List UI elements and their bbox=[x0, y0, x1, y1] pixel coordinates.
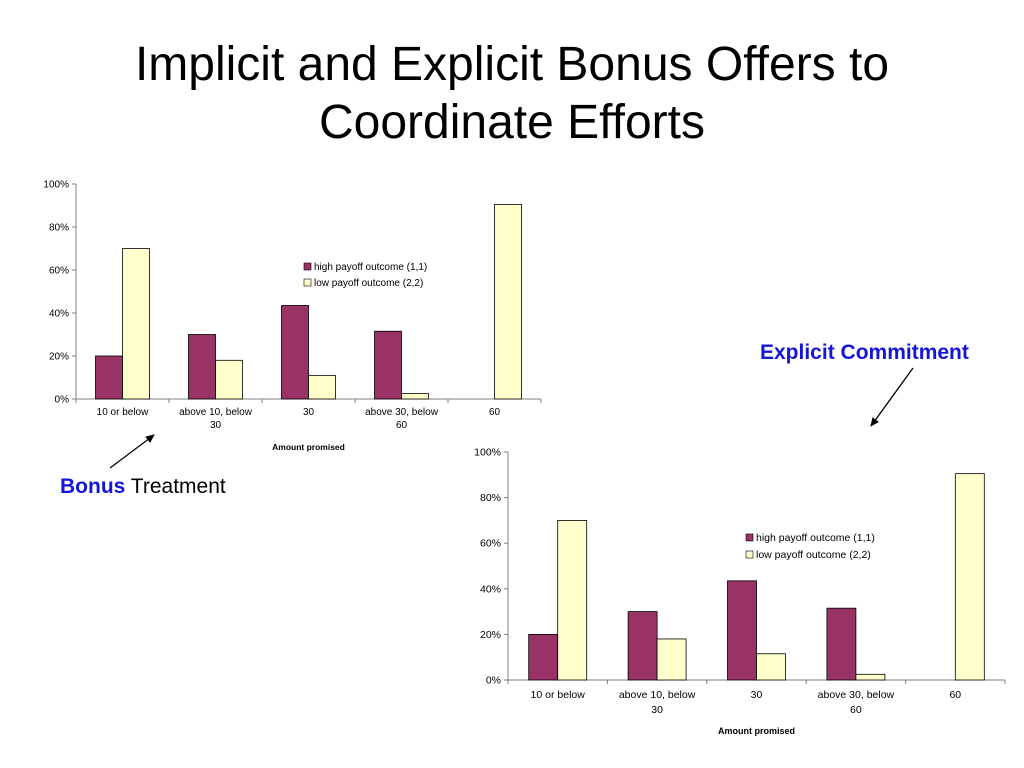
slide-title: Implicit and Explicit Bonus Offers to Co… bbox=[0, 36, 1024, 152]
bar-low-payoff bbox=[401, 393, 429, 400]
legend-swatch bbox=[745, 533, 754, 542]
bonus-treatment-chart: 0% 20% 40% 60% 80% 100% 10 or below above 10, b… bbox=[0, 170, 560, 460]
bar-low-payoff bbox=[756, 653, 786, 681]
x-category-label: above 30, below bbox=[818, 689, 895, 701]
bar-low-payoff bbox=[855, 673, 886, 681]
bar-low-payoff bbox=[122, 248, 150, 400]
legend-label: high payoff outcome (1,1) bbox=[314, 262, 427, 273]
bonus-treatment-chart-svg: 0% 20% 40% 60% 80% 100% 10 or below above 10, b… bbox=[43, 180, 542, 452]
bar-low-payoff bbox=[557, 520, 588, 681]
treatment-label: Treatment bbox=[130, 475, 226, 498]
bar-low-payoff bbox=[308, 374, 336, 400]
bar-high-payoff bbox=[727, 580, 757, 681]
explicit-arrow bbox=[870, 367, 914, 427]
legend-swatch bbox=[303, 262, 312, 271]
bar-high-payoff bbox=[528, 633, 559, 681]
legend-swatch bbox=[303, 278, 312, 287]
legend-label: low payoff outcome (2,2) bbox=[756, 549, 871, 561]
legend-label: low payoff outcome (2,2) bbox=[314, 278, 423, 289]
x-category-label: 30 bbox=[751, 689, 763, 701]
bar-high-payoff bbox=[95, 355, 123, 400]
x-axis-title: Amount promised bbox=[718, 726, 795, 736]
y-tick-label: 100% bbox=[474, 447, 501, 459]
slide-title-line-2: Coordinate Efforts bbox=[319, 96, 705, 149]
x-category-label: 60 bbox=[850, 704, 862, 716]
y-tick-label: 100% bbox=[43, 180, 69, 191]
x-axis-title: Amount promised bbox=[272, 442, 345, 452]
y-tick-label: 60% bbox=[480, 538, 501, 550]
y-tick-label: 40% bbox=[49, 309, 69, 320]
x-category-label: 10 or below bbox=[97, 407, 149, 418]
bar-high-payoff bbox=[374, 330, 402, 400]
x-category-label: above 10, below bbox=[619, 689, 696, 701]
x-category-label: above 10, below bbox=[179, 407, 253, 418]
explicit-commitment-label: Explicit Commitment bbox=[760, 341, 969, 364]
y-tick-label: 0% bbox=[55, 395, 70, 406]
legend-swatch bbox=[745, 550, 754, 559]
x-category-label: above 30, below bbox=[365, 407, 439, 418]
bar-high-payoff bbox=[826, 607, 857, 681]
x-category-label: 10 or below bbox=[531, 689, 586, 701]
explicit-commitment-chart: 0% 20% 40% 60% 80% 100% 10 or below above 10, b… bbox=[440, 438, 1024, 738]
slide-title-line-1: Implicit and Explicit Bonus Offers to bbox=[134, 38, 890, 91]
x-category-label: 60 bbox=[949, 689, 961, 701]
x-category-label: 30 bbox=[303, 407, 315, 418]
bar-high-payoff bbox=[281, 305, 309, 400]
bar-low-payoff bbox=[494, 204, 522, 400]
y-tick-label: 60% bbox=[49, 266, 69, 277]
y-tick-label: 40% bbox=[480, 583, 501, 595]
x-category-label: 30 bbox=[651, 704, 663, 716]
y-tick-label: 0% bbox=[486, 675, 501, 687]
bonus-treatment-label: Bonus Treatment bbox=[60, 475, 226, 499]
bar-low-payoff bbox=[215, 359, 243, 400]
x-category-label: 30 bbox=[210, 420, 222, 431]
y-tick-label: 20% bbox=[480, 629, 501, 641]
y-tick-label: 80% bbox=[480, 492, 501, 504]
x-category-label: 60 bbox=[489, 407, 501, 418]
y-tick-label: 20% bbox=[49, 352, 69, 363]
bonus-label-bold: Bonus bbox=[60, 475, 126, 498]
bar-low-payoff bbox=[656, 638, 687, 681]
x-category-label: 60 bbox=[396, 420, 408, 431]
bar-low-payoff bbox=[954, 473, 985, 681]
explicit-commitment-chart-svg: 0% 20% 40% 60% 80% 100% 10 or below above 10, b… bbox=[474, 447, 1006, 736]
bonus-arrow bbox=[109, 434, 155, 469]
bar-high-payoff bbox=[188, 334, 216, 400]
y-tick-label: 80% bbox=[49, 223, 69, 234]
legend-label: high payoff outcome (1,1) bbox=[756, 532, 875, 544]
